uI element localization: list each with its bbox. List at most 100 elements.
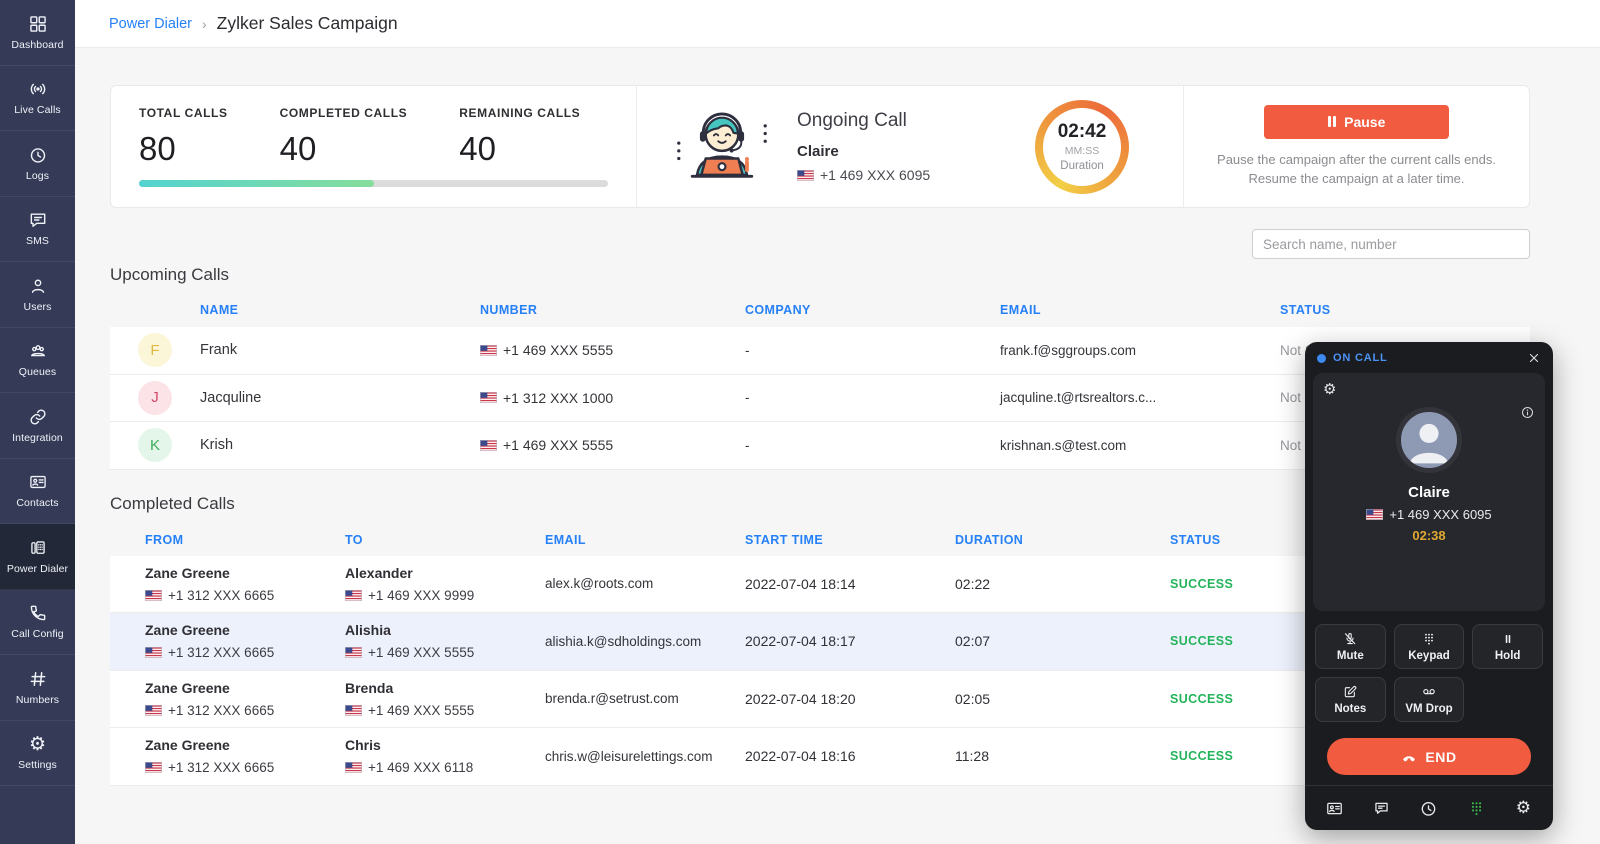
hold-pause-icon xyxy=(1500,631,1516,647)
upcoming-table-header: NAME NUMBER COMPANY EMAIL STATUS xyxy=(110,293,1530,327)
sidebar-item-logs[interactable]: Logs xyxy=(0,131,75,197)
breadcrumb-parent-link[interactable]: Power Dialer xyxy=(109,15,192,32)
call-duration-ring: 02:42 MM:SS Duration xyxy=(1035,99,1129,194)
sidebar-item-label: Dashboard xyxy=(11,38,64,51)
sidebar-item-live-calls[interactable]: Live Calls xyxy=(0,66,75,131)
column-header-name: NAME xyxy=(200,303,239,317)
table-row[interactable]: Zane Greene +1 312 XXX 6665 Alexander +1… xyxy=(110,555,1530,613)
campaign-progress-fill xyxy=(139,180,374,187)
keypad-icon[interactable] xyxy=(1467,799,1486,818)
stats-section: TOTAL CALLS 80 COMPLETED CALLS 40 REMAIN… xyxy=(111,86,636,207)
status-badge: SUCCESS xyxy=(1170,634,1234,649)
hold-button[interactable]: Hold xyxy=(1472,624,1543,669)
table-row[interactable]: J Jacquline +1 312 XXX 1000 - jacquline.… xyxy=(110,374,1530,422)
contact-company: - xyxy=(745,390,750,406)
ongoing-call-name: Claire xyxy=(797,143,839,160)
call-widget-header: ON CALL xyxy=(1305,342,1553,369)
stat-remaining-calls: REMAINING CALLS 40 xyxy=(459,106,580,168)
us-flag-icon xyxy=(345,762,362,773)
on-call-status: ON CALL xyxy=(1333,352,1388,364)
sidebar-item-label: Users xyxy=(23,300,52,313)
us-flag-icon xyxy=(145,647,162,658)
sidebar-item-numbers[interactable]: Numbers xyxy=(0,655,75,721)
contact-number: +1 469 XXX 5555 xyxy=(480,437,745,453)
history-clock-icon[interactable] xyxy=(1419,799,1438,818)
voicemail-icon xyxy=(1421,684,1437,700)
search-row xyxy=(110,229,1530,259)
stat-total-calls: TOTAL CALLS 80 xyxy=(139,106,228,168)
from-cell: Zane Greene +1 312 XXX 6665 xyxy=(145,679,275,718)
mute-button[interactable]: Mute xyxy=(1315,624,1386,669)
call-agent-illustration xyxy=(663,99,781,195)
sidebar-item-label: Numbers xyxy=(15,693,60,706)
sidebar-item-users[interactable]: Users xyxy=(0,262,75,328)
column-header-status: STATUS xyxy=(1170,532,1221,547)
chat-icon[interactable] xyxy=(1372,799,1391,818)
gear-icon[interactable]: ⚙ xyxy=(1323,380,1337,398)
search-input[interactable] xyxy=(1252,229,1530,259)
sidebar-item-queues[interactable]: Queues xyxy=(0,328,75,393)
user-icon xyxy=(28,276,48,296)
avatar: F xyxy=(138,333,172,368)
column-header-start-time: START TIME xyxy=(745,532,824,547)
link-icon xyxy=(28,407,48,427)
table-row[interactable]: Zane Greene +1 312 XXX 6665 Chris +1 469… xyxy=(110,728,1530,786)
stat-label: COMPLETED CALLS xyxy=(279,106,408,120)
close-icon[interactable] xyxy=(1527,351,1541,365)
table-row[interactable]: K Krish +1 469 XXX 5555 - krishnan.s@tes… xyxy=(110,422,1530,470)
column-header-status: STATUS xyxy=(1280,303,1331,317)
sidebar-item-dashboard[interactable]: Dashboard xyxy=(0,0,75,66)
pause-button-label: Pause xyxy=(1344,113,1386,130)
vm-drop-button[interactable]: VM Drop xyxy=(1393,677,1465,722)
table-row[interactable]: F Frank +1 469 XXX 5555 - frank.f@sggrou… xyxy=(110,327,1530,375)
hash-icon xyxy=(28,669,48,689)
us-flag-icon xyxy=(480,392,497,403)
status-badge: SUCCESS xyxy=(1170,749,1234,764)
on-call-dot xyxy=(1317,353,1326,363)
sidebar-item-contacts[interactable]: Contacts xyxy=(0,459,75,524)
pause-button[interactable]: Pause xyxy=(1264,104,1449,139)
mic-mute-icon xyxy=(1342,631,1358,647)
end-call-button[interactable]: END xyxy=(1327,738,1531,775)
sms-bubble-icon xyxy=(28,210,48,230)
notes-button[interactable]: Notes xyxy=(1315,677,1386,722)
desk-phone-icon xyxy=(28,538,48,558)
contact-card-icon[interactable] xyxy=(1325,799,1344,818)
sidebar-item-power-dialer[interactable]: Power Dialer xyxy=(0,524,75,590)
us-flag-icon xyxy=(345,590,362,601)
us-flag-icon xyxy=(145,590,162,601)
status-badge: SUCCESS xyxy=(1170,691,1234,706)
call-timer: 02:38 xyxy=(1412,528,1446,543)
sidebar-item-sms[interactable]: SMS xyxy=(0,197,75,262)
gear-icon: ⚙ xyxy=(28,732,47,755)
column-header-email: EMAIL xyxy=(545,532,586,547)
sidebar-item-settings[interactable]: ⚙ Settings xyxy=(0,721,75,786)
gear-icon[interactable]: ⚙ xyxy=(1515,797,1531,818)
status-badge: SUCCESS xyxy=(1170,576,1234,591)
person-silhouette-icon xyxy=(1401,412,1457,468)
sidebar-item-label: Logs xyxy=(25,169,50,182)
sidebar-item-label: Live Calls xyxy=(14,104,61,117)
table-row[interactable]: Zane Greene +1 312 XXX 6665 Brenda +1 46… xyxy=(110,670,1530,728)
contact-email: alishia.k@sdholdings.com xyxy=(545,633,702,649)
upcoming-calls-title: Upcoming Calls xyxy=(110,265,230,284)
to-cell: Brenda +1 469 XXX 5555 xyxy=(345,679,475,718)
sidebar-item-call-config[interactable]: Call Config xyxy=(0,590,75,655)
stat-completed-calls: COMPLETED CALLS 40 xyxy=(280,106,408,168)
campaign-progress-bar xyxy=(139,180,608,187)
keypad-button[interactable]: Keypad xyxy=(1393,624,1465,669)
table-row[interactable]: Zane Greene +1 312 XXX 6665 Alishia +1 4… xyxy=(110,613,1530,671)
start-time: 2022-07-04 18:14 xyxy=(745,575,856,592)
us-flag-icon xyxy=(797,170,814,181)
sidebar-item-integration[interactable]: Integration xyxy=(0,393,75,459)
contact-company: - xyxy=(745,437,750,453)
us-flag-icon xyxy=(345,647,362,658)
info-icon[interactable] xyxy=(1520,405,1535,420)
us-flag-icon xyxy=(1366,509,1383,520)
to-cell: Alexander +1 469 XXX 9999 xyxy=(345,564,475,603)
contact-email: frank.f@sggroups.com xyxy=(1000,342,1137,358)
start-time: 2022-07-04 18:20 xyxy=(745,690,856,707)
sidebar-item-label: SMS xyxy=(25,235,50,248)
sidebar-item-label: Contacts xyxy=(16,497,59,510)
from-cell: Zane Greene +1 312 XXX 6665 xyxy=(145,564,275,603)
